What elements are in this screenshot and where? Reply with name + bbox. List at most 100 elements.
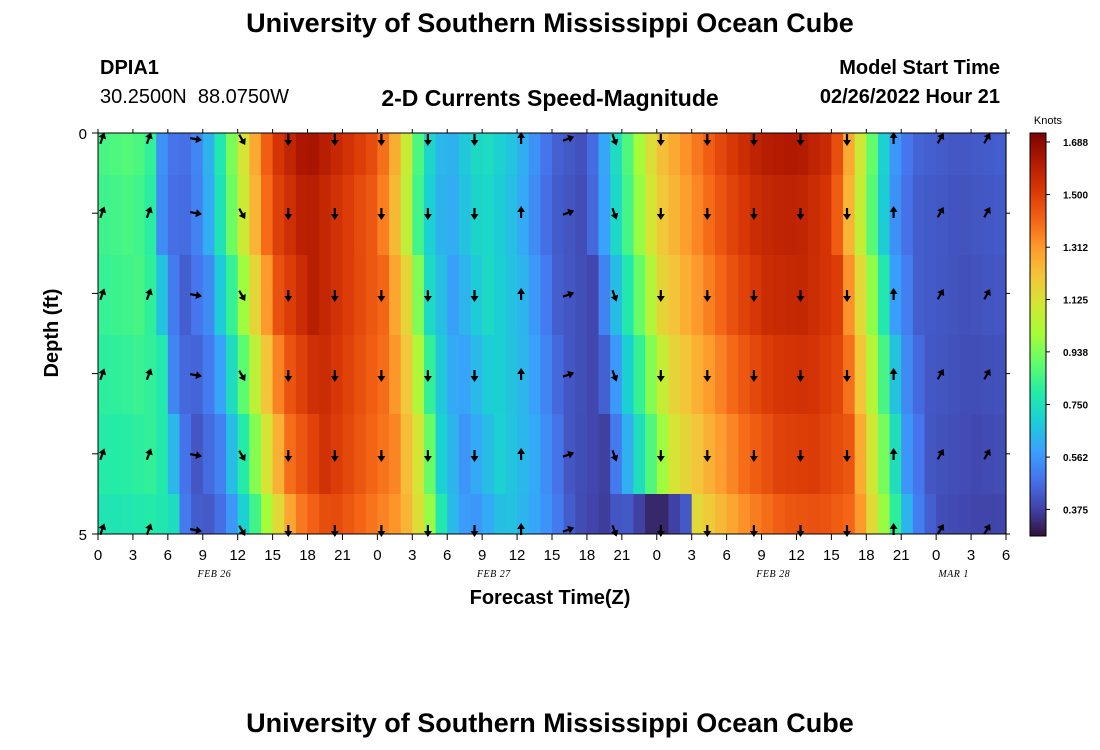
heatmap-cell <box>889 335 902 414</box>
heatmap-cell <box>319 414 332 494</box>
heatmap-cell <box>237 414 250 494</box>
heatmap-cell <box>575 175 588 255</box>
heatmap-cell <box>575 414 588 494</box>
heatmap-cell <box>971 133 984 175</box>
current-arrow <box>145 448 153 461</box>
current-arrow <box>377 208 386 220</box>
heatmap-cell <box>400 255 413 335</box>
heatmap-cell <box>843 255 856 335</box>
heatmap-cell <box>528 414 541 494</box>
current-arrow <box>936 523 945 535</box>
heatmap-cell <box>575 255 588 335</box>
heatmap-cell <box>866 133 879 175</box>
heatmap-cell <box>854 255 867 335</box>
heatmap-cell <box>354 414 367 494</box>
heatmap-cell <box>482 133 495 175</box>
current-arrow <box>796 134 805 146</box>
current-arrow <box>562 290 575 299</box>
heatmap-cell <box>947 255 961 335</box>
current-arrow <box>145 206 153 219</box>
heatmap-cell <box>482 414 495 494</box>
heatmap-cell <box>866 335 879 414</box>
colorbar-tick-label: 1.125 <box>1063 296 1088 307</box>
heatmap-cell <box>552 255 565 335</box>
colorbar-tick-label: 1.688 <box>1063 138 1088 149</box>
current-arrow <box>98 523 107 536</box>
heatmap-cell <box>819 133 832 175</box>
heatmap-cell <box>458 494 472 534</box>
current-arrow <box>703 370 712 382</box>
heatmap-cell <box>633 494 646 534</box>
heatmap-cell <box>179 133 192 175</box>
heatmap-cell <box>284 255 297 335</box>
heatmap-cell <box>377 133 390 175</box>
current-arrow <box>796 208 805 220</box>
heatmap-cell <box>726 335 739 414</box>
current-arrow <box>656 370 665 382</box>
heatmap-cell <box>458 335 472 414</box>
heatmap-cell <box>808 335 821 414</box>
heatmap-cell <box>249 494 262 534</box>
heatmap-cell <box>540 133 553 175</box>
heatmap-cell <box>214 255 227 335</box>
heatmap-cell <box>621 414 635 494</box>
heatmap-cell <box>365 255 378 335</box>
heatmap-cell <box>761 175 774 255</box>
heatmap-cell <box>633 414 646 494</box>
heatmap-cell <box>330 414 344 494</box>
heatmap-cell <box>889 175 902 255</box>
current-arrow <box>749 134 758 146</box>
current-arrow <box>330 208 339 220</box>
current-arrow <box>423 290 432 302</box>
heatmap-cell <box>307 414 320 494</box>
footer-title: University of Southern Mississippi Ocean… <box>246 708 854 738</box>
heatmap-cell <box>680 133 693 175</box>
heatmap-cell <box>761 414 774 494</box>
heatmap-cell <box>307 133 320 175</box>
heatmap-cell <box>330 494 344 534</box>
heatmap-cell <box>959 494 972 534</box>
heatmap-cell <box>295 494 309 534</box>
current-arrow <box>610 289 619 302</box>
heatmap-cell <box>226 133 239 175</box>
heatmap-cell <box>493 494 507 534</box>
heatmap-cell <box>423 133 437 175</box>
heatmap-cell <box>237 494 250 534</box>
heatmap-cell <box>866 414 879 494</box>
heatmap-cell <box>854 133 867 175</box>
heatmap-cell <box>738 414 751 494</box>
heatmap-cell <box>610 255 623 335</box>
heatmap-cell <box>423 335 437 414</box>
heatmap-cell <box>132 494 146 534</box>
heatmap-cell <box>726 414 739 494</box>
heatmap-cell <box>423 414 437 494</box>
current-arrow <box>656 134 665 146</box>
heatmap-cell <box>959 255 972 335</box>
heatmap-cell <box>307 255 320 335</box>
heatmap-cell <box>924 175 937 255</box>
heatmap-cell <box>307 335 320 414</box>
heatmap-cell <box>971 335 984 414</box>
current-arrow <box>610 449 619 462</box>
heatmap-cell <box>132 335 146 414</box>
heatmap-cell <box>877 494 891 534</box>
heatmap-cell <box>226 175 239 255</box>
heatmap-cell <box>191 494 204 534</box>
heatmap-cell <box>156 494 169 534</box>
heatmap-cell <box>738 335 751 414</box>
heatmap-cell <box>226 414 239 494</box>
colorbar-tick-label: 0.938 <box>1063 348 1088 359</box>
x-tick-label: 15 <box>823 547 840 564</box>
heatmap-cell <box>924 335 937 414</box>
heatmap-cell <box>854 175 867 255</box>
current-arrow <box>936 448 945 460</box>
current-arrow <box>936 288 945 300</box>
colorbar-gradient <box>1029 132 1047 537</box>
heatmap-cell <box>854 335 867 414</box>
x-tick-label: 3 <box>408 547 416 564</box>
heatmap-cell <box>633 175 646 255</box>
colorbar-tick-label: 0.375 <box>1063 505 1088 516</box>
heatmap-cell <box>377 255 390 335</box>
heatmap-cell <box>994 494 1007 534</box>
y-axis-label: Depth (ft) <box>41 289 63 378</box>
